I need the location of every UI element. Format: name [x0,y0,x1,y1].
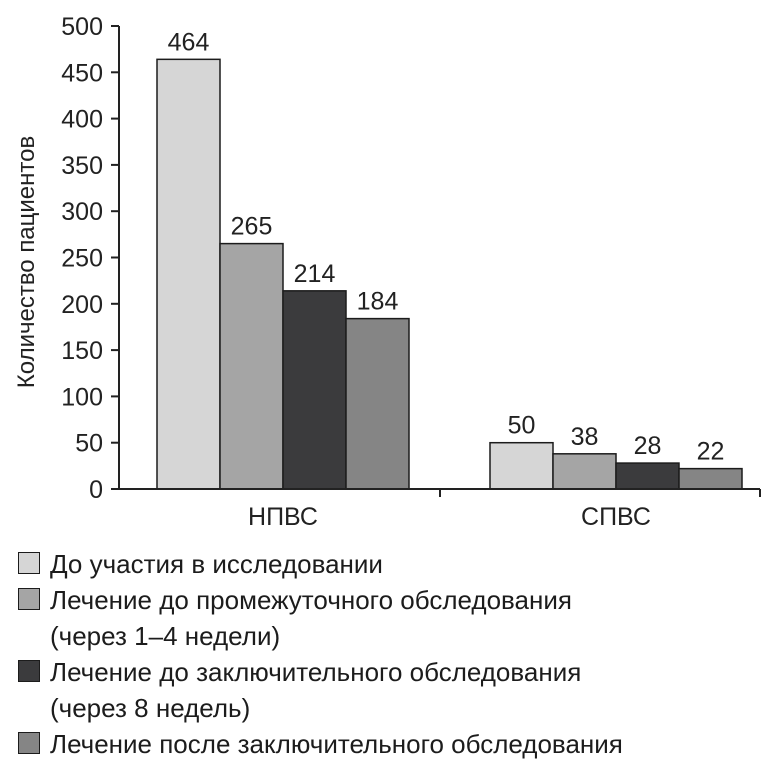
legend-swatch [18,588,40,610]
y-tick-label: 200 [61,291,103,319]
value-label: 50 [508,412,536,440]
y-axis: 0 50 100 150 200 250 300 350 400 450 500 [61,13,120,504]
value-label: 265 [231,213,273,241]
bar [489,441,554,490]
x-category-label: НПВС [248,503,318,531]
y-tick-label: 100 [61,383,103,411]
legend-item: Лечение до промежуточного обследования (ч… [18,582,623,654]
bar-chart: 0 50 100 150 200 250 300 350 400 450 500 464 265 214… [13,13,761,531]
value-label: 464 [168,28,210,56]
y-axis-label: Количество пациентов [13,136,40,388]
legend-swatch [18,552,40,574]
legend-label: Лечение до промежуточного обследования (ч… [50,582,572,654]
y-tick-label: 150 [61,337,103,365]
value-label: 22 [697,438,725,466]
legend-item: Лечение до заключительного обследования (… [18,654,623,726]
bars [156,58,743,490]
x-category-label: СПВС [581,503,651,531]
bar [678,467,743,490]
bar [615,462,680,490]
bar [345,317,410,490]
y-tick-label: 500 [61,13,103,41]
value-labels: 464 265 214 184 50 38 28 22 [168,28,725,465]
legend-item: До участия в исследовании [18,546,623,582]
legend-label-line: Лечение до промежуточного обследования [50,585,572,615]
y-tick-label: 250 [61,245,103,273]
value-label: 28 [634,432,662,460]
legend-label-line: До участия в исследовании [50,549,383,579]
legend-label: Лечение до заключительного обследования (… [50,654,581,726]
legend-label-line: Лечение после заключительного обследован… [50,729,623,759]
y-tick-label: 300 [61,198,103,226]
bar [282,290,347,490]
legend-item: Лечение после заключительного обследован… [18,726,623,762]
legend-label: До участия в исследовании [50,546,383,582]
x-axis: НПВС СПВС [119,488,761,531]
y-tick-label: 400 [61,106,103,134]
bar [156,58,221,490]
value-label: 184 [357,288,399,316]
legend-swatch [18,732,40,754]
y-tick-label: 50 [75,430,103,458]
y-tick-label: 450 [61,59,103,87]
y-tick-label: 350 [61,152,103,180]
legend: До участия в исследовании Лечение до пром… [18,546,623,762]
legend-swatch [18,660,40,682]
bar [219,242,284,490]
legend-label-line: Лечение до заключительного обследования [50,657,582,687]
value-label: 214 [294,260,336,288]
bar [552,453,617,490]
legend-label-line: (через 1–4 недели) [50,621,281,651]
value-label: 38 [571,423,599,451]
legend-label: Лечение после заключительного обследован… [50,726,623,762]
y-tick-label: 0 [89,476,103,504]
legend-label-line: (через 8 недель) [50,693,251,723]
